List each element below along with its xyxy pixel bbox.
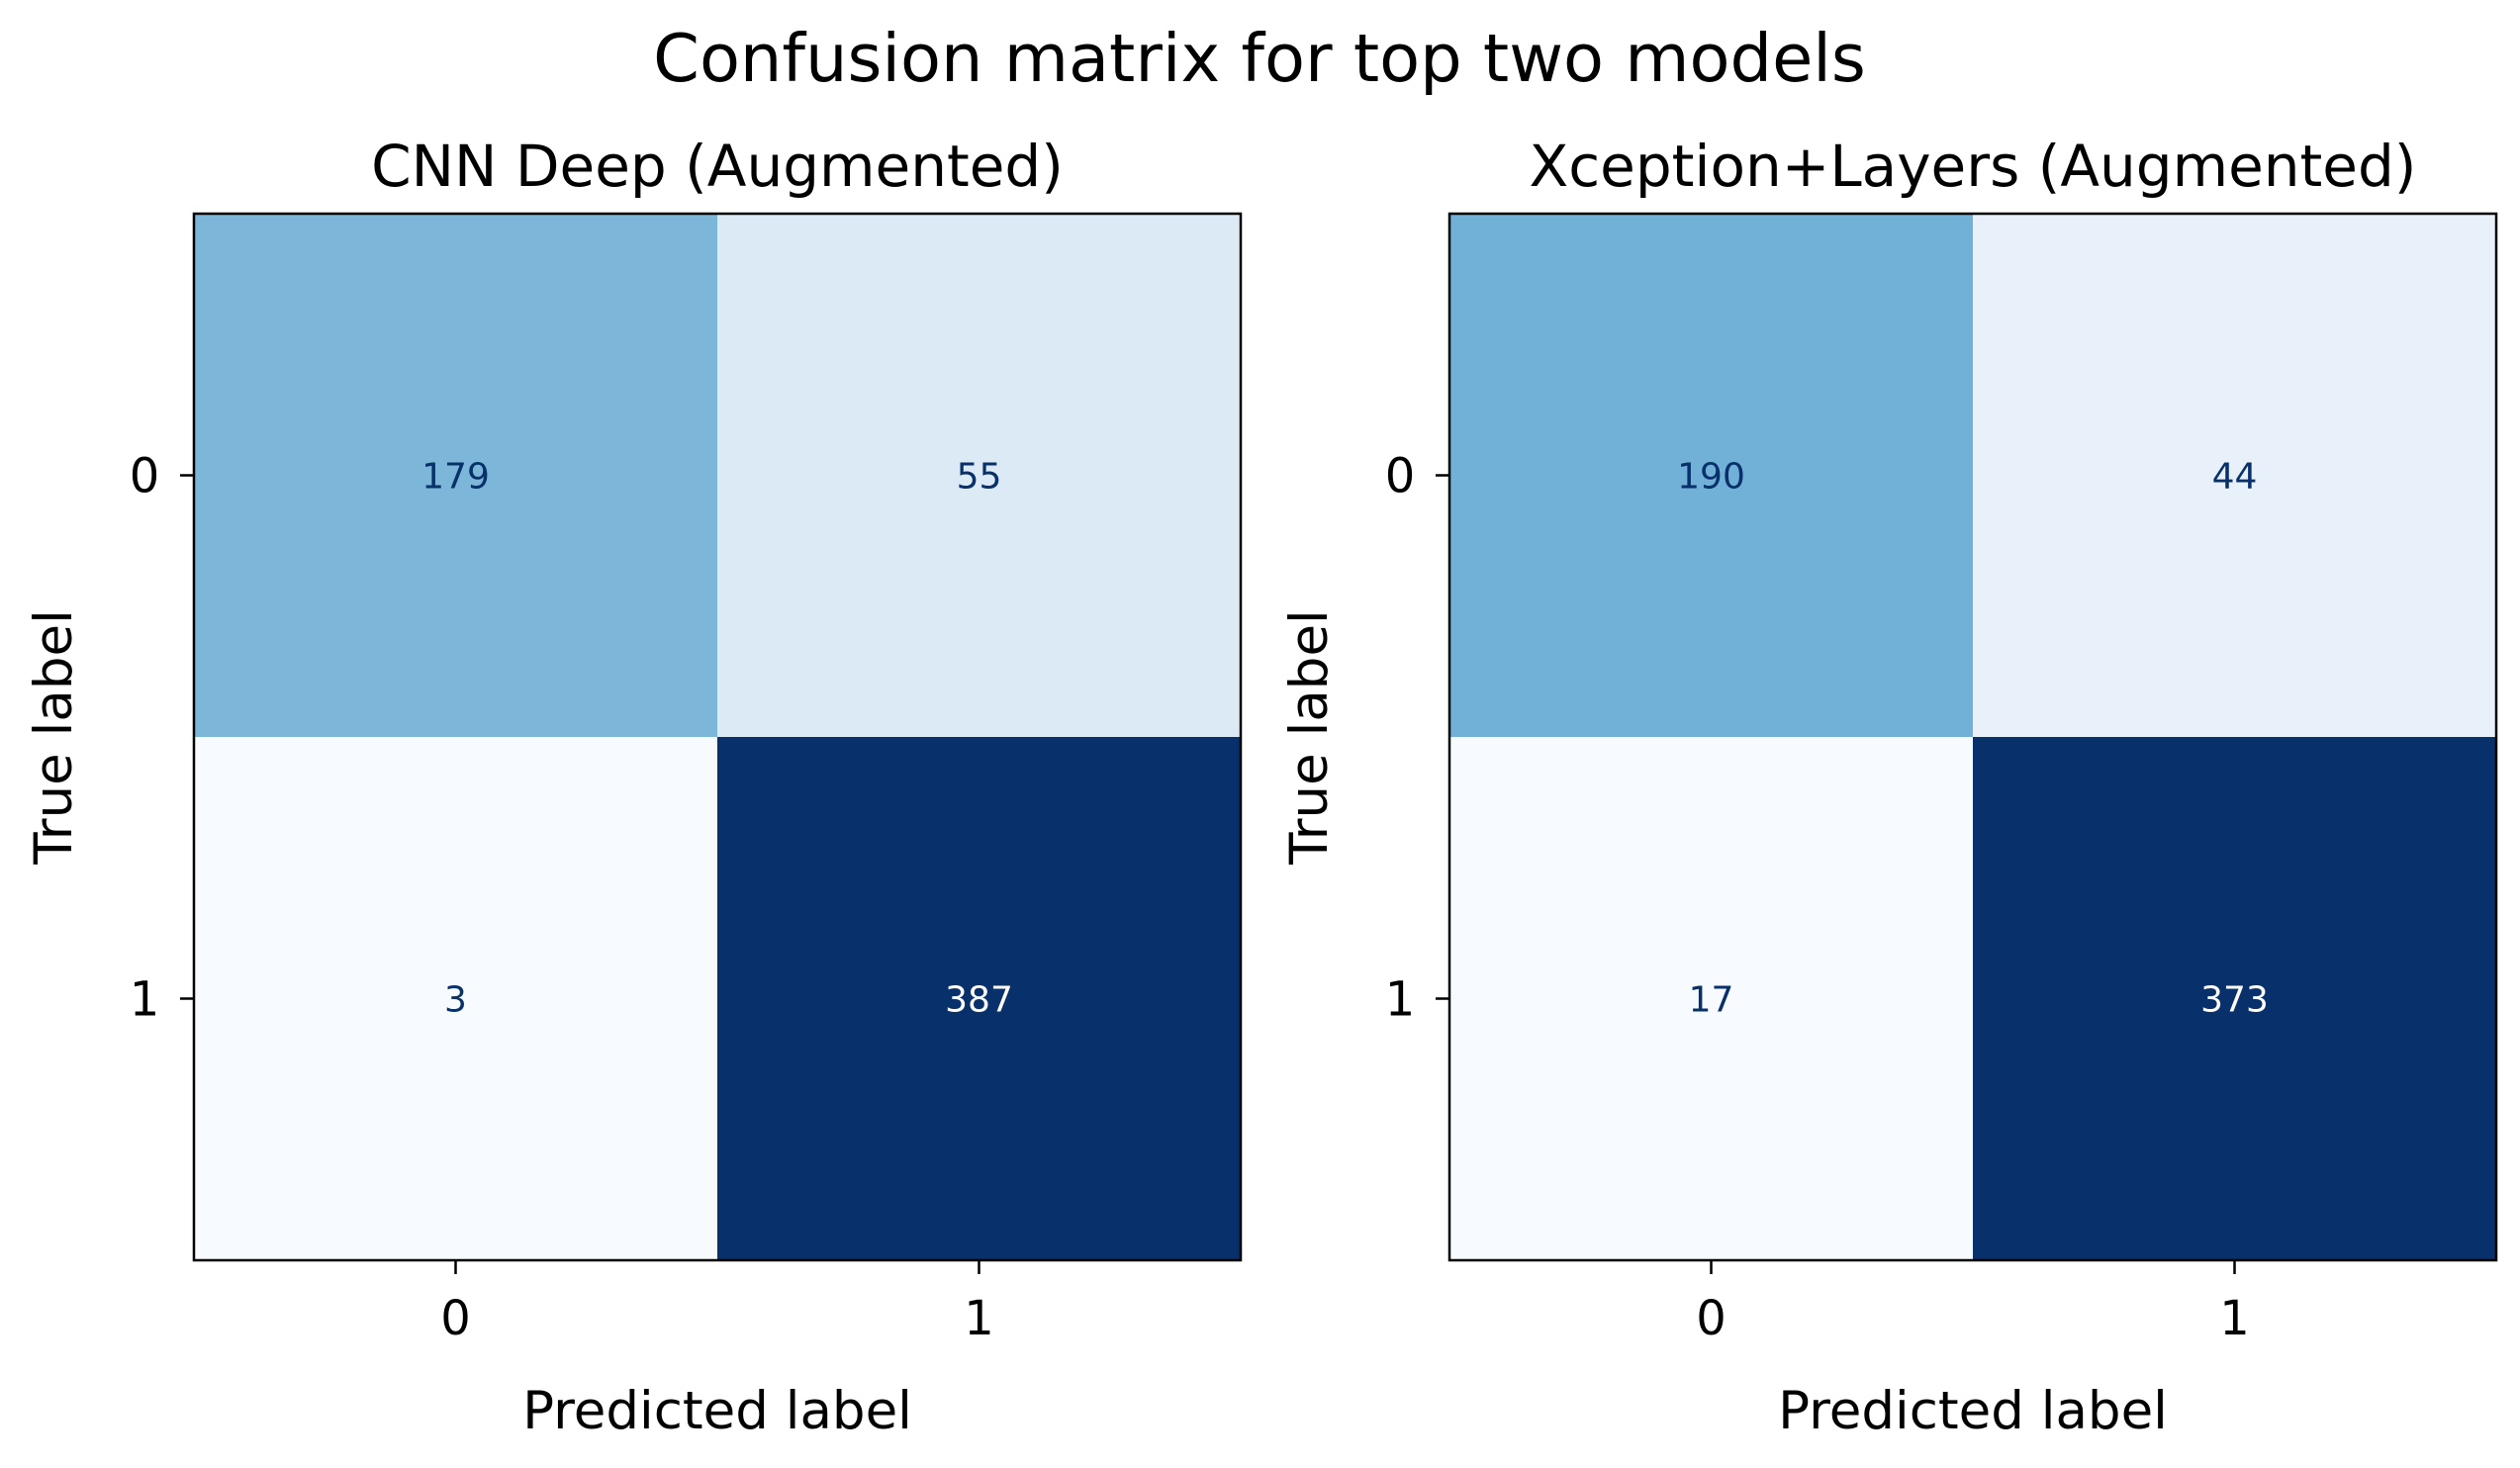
x-tick-label: 0: [440, 1291, 471, 1346]
cell-value-label: 17: [1689, 980, 1734, 1021]
heatmap-cell: [1449, 737, 1974, 1261]
heatmap-cell: [1449, 214, 1974, 738]
cell-value-label: 190: [1677, 457, 1745, 498]
confusion-matrix-panel-2: 190 44 17 373 0 1 0 1 Xception+Layers (Augmented…: [1279, 133, 2498, 1441]
cell-value-label: 3: [444, 980, 467, 1021]
y-tick-label: 1: [130, 972, 160, 1028]
x-axis-label: Predicted label: [522, 1381, 912, 1441]
figure-title: Confusion matrix for top two models: [653, 20, 1866, 97]
heatmap-cell: [1973, 737, 2497, 1261]
cell-value-label: 55: [957, 457, 1002, 498]
heatmap-cell: [717, 737, 1242, 1261]
cell-value-label: 387: [945, 980, 1013, 1021]
heatmap-cell: [194, 214, 718, 738]
x-tick-label: 1: [964, 1291, 994, 1346]
heatmap-cell: [717, 214, 1242, 738]
heatmap-cell: [194, 737, 718, 1261]
heatmap-cell: [1973, 214, 2497, 738]
confusion-matrix-panel-1: 179 55 3 387 0 1 0 1 CNN Deep (Augmented) Predict…: [24, 133, 1243, 1441]
x-axis-label: Predicted label: [1778, 1381, 2168, 1441]
axes-frame: [1447, 212, 2498, 1262]
subplot-title: Xception+Layers (Augmented): [1530, 133, 2417, 200]
y-tick-label: 0: [130, 449, 160, 505]
cell-value-label: 373: [2200, 980, 2269, 1021]
cell-value-label: 179: [421, 457, 490, 498]
cell-value-label: 44: [2212, 457, 2258, 498]
y-axis-label: True label: [1279, 609, 1340, 866]
subplot-title: CNN Deep (Augmented): [371, 133, 1064, 200]
x-tick-label: 1: [2219, 1291, 2250, 1346]
y-tick-label: 1: [1385, 972, 1416, 1028]
x-tick-label: 0: [1696, 1291, 1727, 1346]
y-tick-label: 0: [1385, 449, 1416, 505]
axes-frame: [192, 212, 1243, 1262]
y-axis-label: True label: [24, 609, 84, 866]
